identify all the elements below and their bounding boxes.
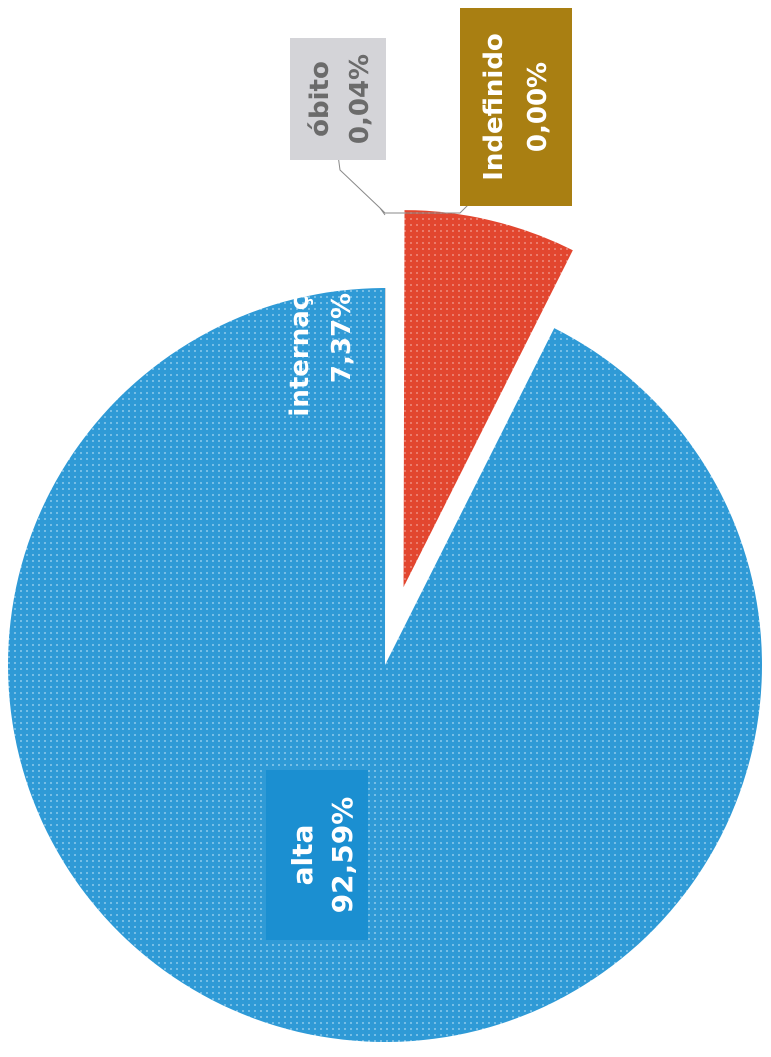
pie-slice-interna-o	[403, 210, 573, 588]
pie-slice-alta	[7, 288, 763, 1042]
label-alta-name: alta	[286, 825, 319, 886]
label-alta-value: 92,59%	[326, 797, 359, 914]
label-obito-value: 0,04%	[345, 54, 375, 144]
leader-line	[337, 154, 386, 216]
label-indefinido-name: Indefinido	[479, 33, 509, 181]
label-box-alta	[266, 770, 368, 940]
slice-label-obito: óbito 0,04%	[290, 38, 386, 160]
slice-label-alta: alta 92,59%	[266, 770, 368, 940]
label-box-obito	[290, 38, 386, 160]
pie-slice--bito	[385, 288, 386, 665]
label-obito-name: óbito	[305, 61, 335, 137]
label-indefinido-value: 0,00%	[523, 62, 553, 152]
slice-label-internacao: internação 7,37%	[285, 259, 357, 416]
label-box-indefinido	[460, 8, 572, 206]
label-internacao-value: 7,37%	[327, 293, 357, 383]
label-internacao-name: internação	[285, 259, 315, 416]
pie-slices	[7, 210, 763, 1042]
slice-label-indefinido: Indefinido 0,00%	[460, 8, 572, 206]
leader-line-indefinido	[379, 204, 469, 214]
